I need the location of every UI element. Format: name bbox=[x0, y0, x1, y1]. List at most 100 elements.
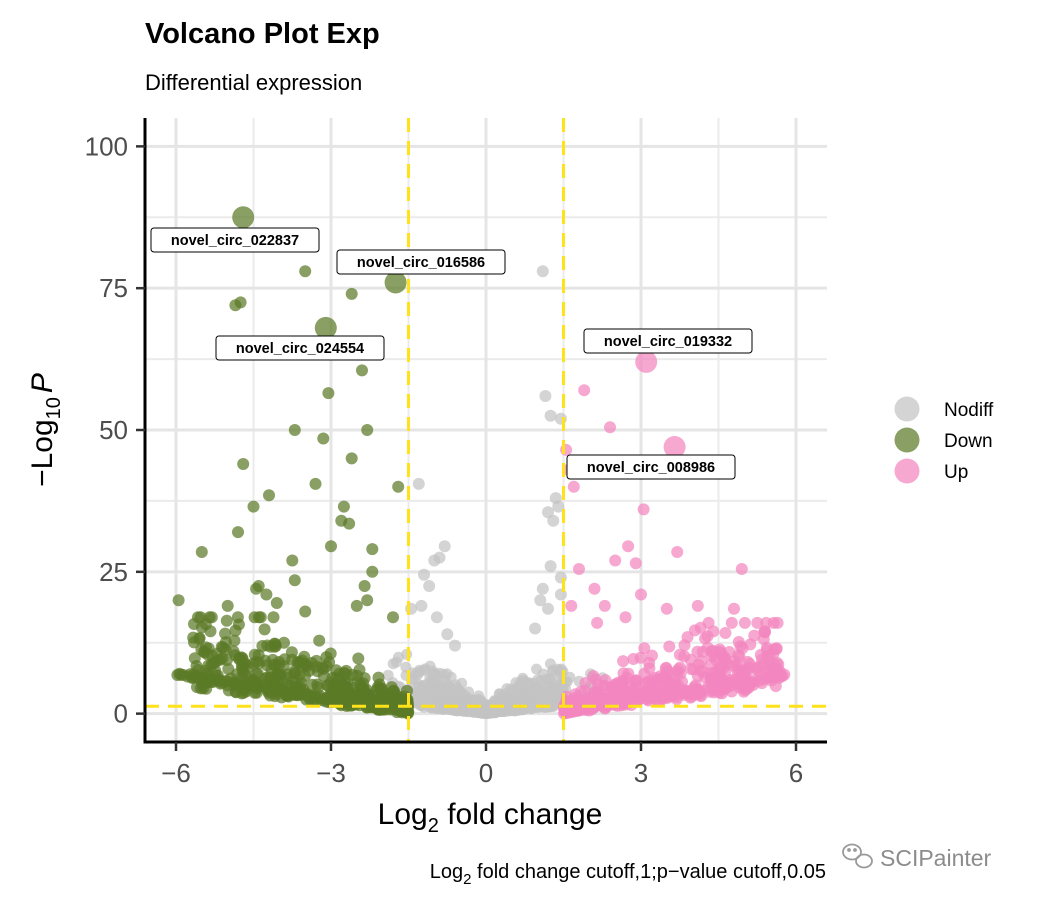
point-up bbox=[672, 663, 685, 676]
point-up bbox=[660, 689, 672, 702]
point-down bbox=[199, 641, 212, 654]
x-axis-title-rest: fold change bbox=[439, 798, 602, 831]
point-down bbox=[247, 500, 260, 513]
point-up bbox=[707, 625, 720, 638]
point-up bbox=[733, 650, 746, 663]
point-up bbox=[660, 661, 673, 674]
point-nodiff bbox=[430, 611, 443, 624]
point-down bbox=[188, 636, 200, 649]
point-nodiff bbox=[410, 669, 422, 680]
point-up bbox=[591, 616, 604, 629]
point-up bbox=[567, 480, 580, 493]
point-label-box bbox=[583, 328, 753, 354]
point-up bbox=[619, 695, 632, 708]
point-up bbox=[735, 563, 748, 575]
legend-key-down bbox=[894, 427, 920, 453]
point-down bbox=[227, 645, 240, 658]
cutoff-lines bbox=[145, 118, 827, 742]
point-label: novel_circ_019332 bbox=[604, 334, 732, 350]
point-highlighted bbox=[314, 316, 337, 339]
y-axis-title: −Log10 P bbox=[26, 373, 65, 487]
point-up bbox=[646, 649, 658, 662]
point-nodiff bbox=[428, 677, 440, 689]
point-up bbox=[761, 644, 774, 657]
y-axis-title-sub: 10 bbox=[43, 397, 65, 419]
point-label: novel_circ_022837 bbox=[171, 233, 299, 249]
point-up bbox=[699, 632, 711, 645]
x-tick-label: 3 bbox=[634, 758, 648, 788]
point-down bbox=[197, 682, 210, 695]
point-nodiff bbox=[554, 571, 567, 584]
point-label: novel_circ_016586 bbox=[357, 255, 485, 271]
x-tick-label: 0 bbox=[479, 758, 493, 788]
point-up bbox=[660, 602, 673, 615]
point-down bbox=[192, 611, 204, 624]
point-down bbox=[299, 605, 312, 618]
point-up bbox=[578, 685, 591, 697]
point-down bbox=[340, 664, 353, 677]
point-down bbox=[337, 500, 350, 513]
point-nodiff bbox=[529, 622, 542, 635]
point-up bbox=[671, 546, 684, 558]
point-labels: novel_circ_022837 novel_circ_016586 novel_… bbox=[150, 227, 753, 480]
chart-subtitle: Differential expression bbox=[145, 70, 362, 95]
point-nodiff bbox=[439, 674, 451, 686]
point-down bbox=[248, 611, 261, 624]
legend: Nodiff Down Up bbox=[894, 396, 994, 484]
x-tick-label: −3 bbox=[316, 758, 346, 788]
point-up bbox=[748, 629, 761, 642]
point-down bbox=[325, 540, 337, 553]
point-up bbox=[638, 642, 651, 655]
point-nodiff bbox=[418, 568, 430, 581]
y-axis-title-italic: P bbox=[26, 373, 59, 393]
point-down bbox=[355, 682, 368, 695]
point-nodiff bbox=[539, 390, 552, 402]
point-nodiff bbox=[390, 656, 402, 668]
point-down bbox=[263, 489, 275, 502]
y-tick-label: 0 bbox=[114, 699, 128, 729]
point-up bbox=[631, 695, 644, 708]
scatter-points bbox=[171, 206, 791, 720]
point-nodiff bbox=[438, 540, 451, 553]
point-label: novel_circ_008986 bbox=[587, 460, 715, 476]
x-tick-label: 6 bbox=[789, 758, 803, 788]
point-down bbox=[397, 694, 410, 706]
caption: Log2 fold change cutoff,1;p−value cutoff… bbox=[430, 861, 826, 888]
point-up bbox=[598, 599, 611, 612]
point-down bbox=[260, 588, 273, 601]
point-up bbox=[565, 599, 578, 612]
point-up bbox=[738, 616, 751, 629]
point-down bbox=[278, 636, 290, 649]
point-nodiff bbox=[382, 669, 394, 681]
point-down bbox=[190, 660, 203, 672]
point-down bbox=[343, 517, 356, 530]
point-nodiff bbox=[532, 674, 544, 686]
point-down bbox=[222, 663, 235, 675]
point-up bbox=[691, 683, 703, 696]
point-up bbox=[643, 662, 656, 675]
point-nodiff bbox=[533, 694, 545, 706]
point-nodiff bbox=[494, 696, 506, 708]
point-down bbox=[220, 614, 233, 627]
point-nodiff bbox=[554, 412, 567, 425]
point-nodiff bbox=[552, 500, 565, 513]
point-up bbox=[731, 677, 744, 690]
point-nodiff bbox=[429, 685, 441, 697]
point-up bbox=[770, 642, 783, 655]
point-nodiff bbox=[454, 699, 466, 711]
point-up bbox=[663, 640, 676, 653]
point-highlighted bbox=[635, 350, 658, 373]
point-up bbox=[623, 681, 636, 694]
x-axis-title: Log2 fold change bbox=[378, 798, 603, 837]
x-axis-title-sub: 2 bbox=[428, 815, 439, 837]
point-down bbox=[387, 611, 399, 624]
point-up bbox=[743, 661, 756, 674]
point-down bbox=[172, 594, 185, 607]
point-up bbox=[681, 631, 694, 644]
point-down bbox=[299, 265, 312, 278]
point-down bbox=[261, 639, 274, 652]
point-up bbox=[778, 668, 791, 681]
x-axis-title-base: Log bbox=[378, 798, 428, 831]
point-nodiff bbox=[531, 663, 542, 675]
point-up bbox=[691, 599, 704, 612]
